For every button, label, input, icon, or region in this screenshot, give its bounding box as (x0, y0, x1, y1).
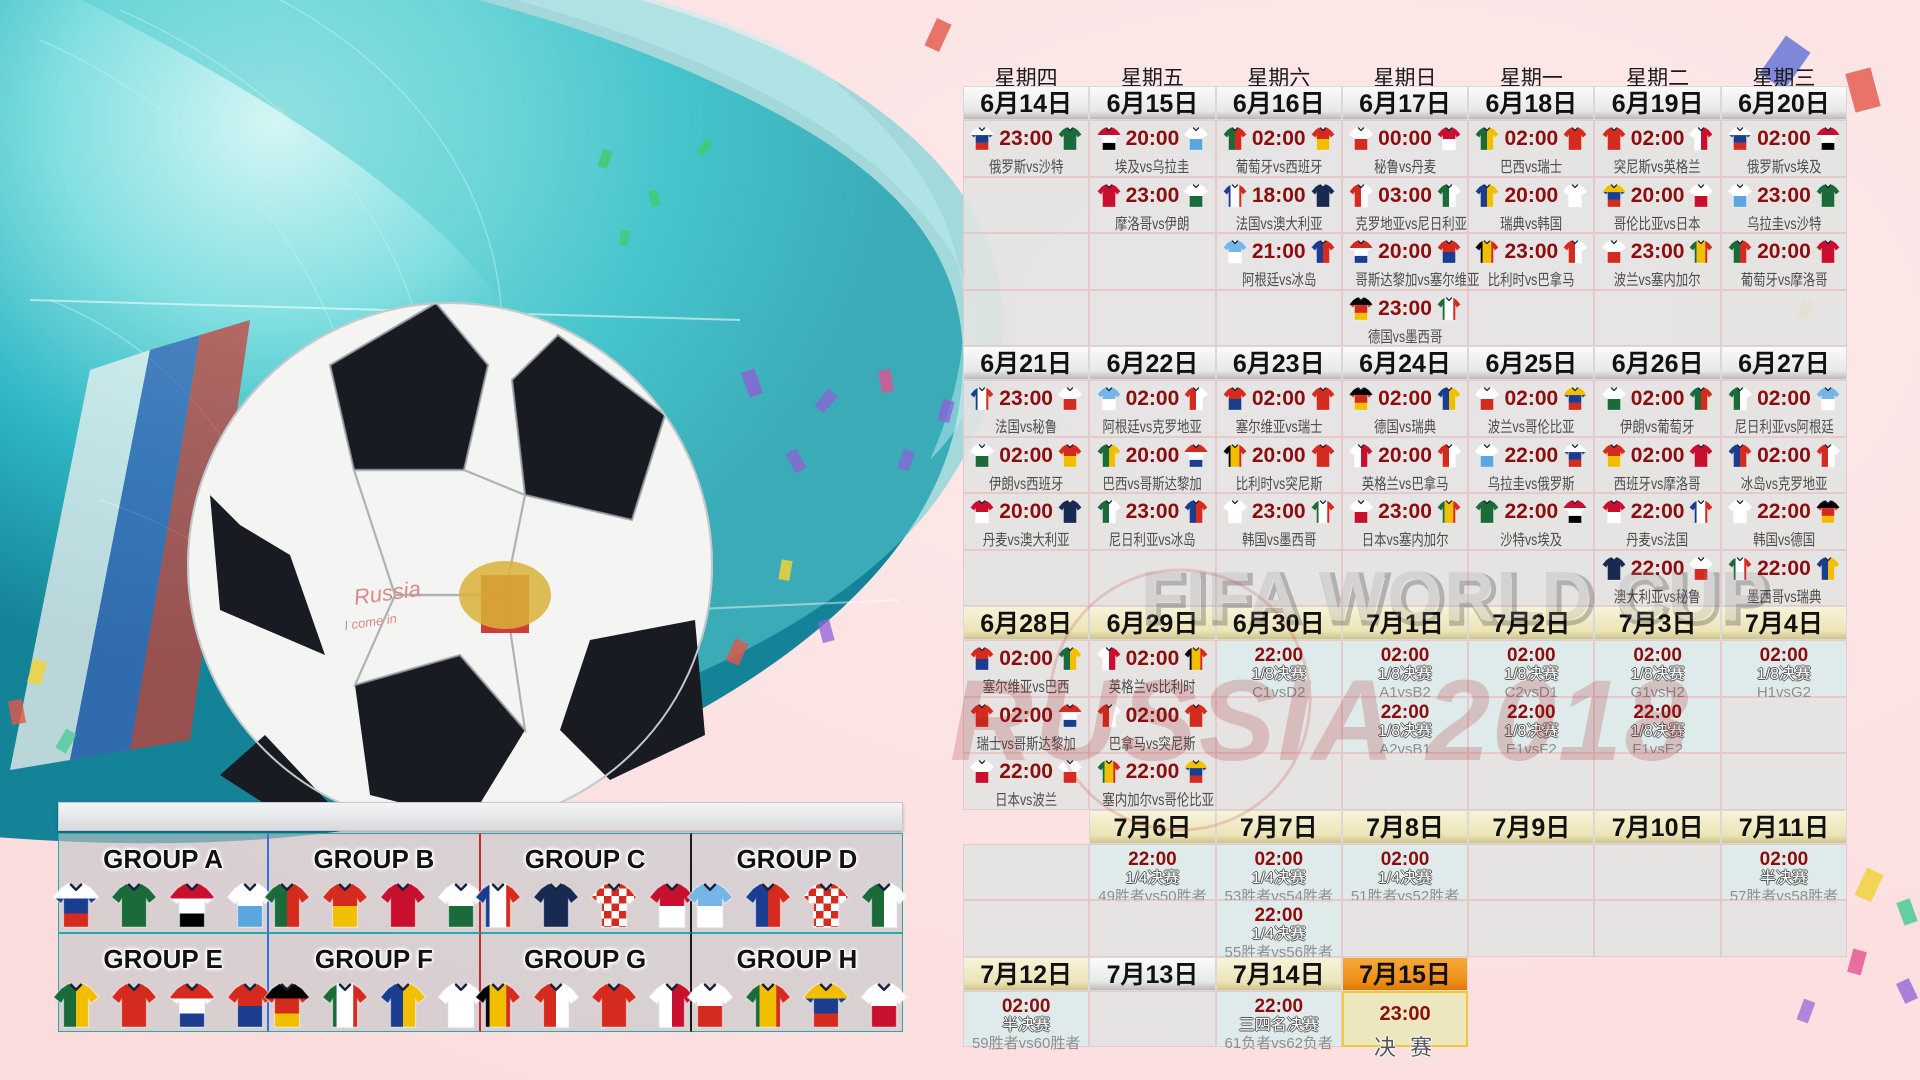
svg-text:FIFA WORLD CUP: FIFA WORLD CUP (1141, 557, 1769, 635)
svg-text:RUSSIA 2018: RUSSIA 2018 (950, 657, 1690, 785)
